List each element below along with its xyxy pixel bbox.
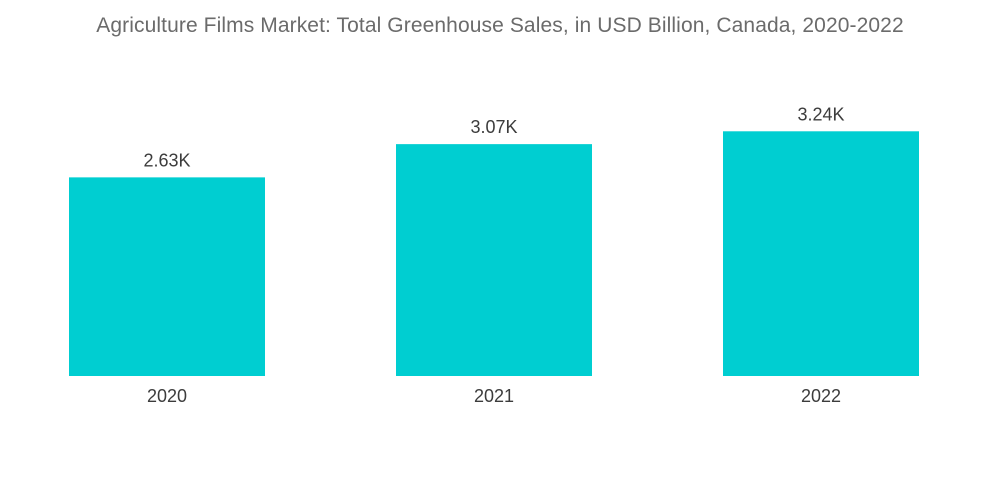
data-label-2020: 2.63K (143, 150, 190, 170)
bar-2022 (723, 131, 919, 376)
x-tick-label-2022: 2022 (801, 386, 841, 406)
data-label-2022: 3.24K (797, 104, 844, 124)
chart-title: Agriculture Films Market: Total Greenhou… (96, 14, 904, 37)
bar-2021 (396, 144, 592, 376)
bar-2020 (69, 177, 265, 376)
data-label-2021: 3.07K (470, 117, 517, 137)
x-tick-label-2020: 2020 (147, 386, 187, 406)
x-tick-label-2021: 2021 (474, 386, 514, 406)
